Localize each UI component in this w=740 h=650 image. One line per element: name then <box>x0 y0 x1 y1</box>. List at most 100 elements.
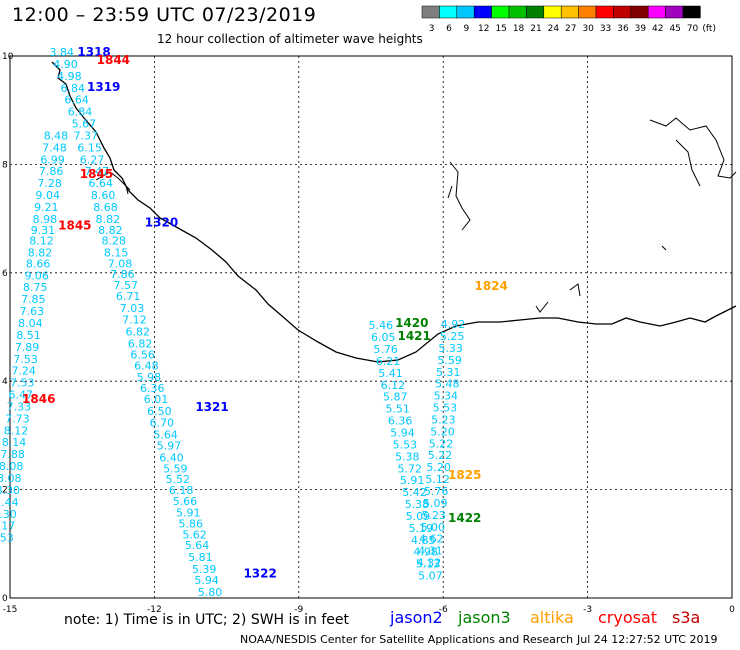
wave-height-value: 6.64 <box>88 177 113 190</box>
wave-height-value: 4.31 <box>418 545 443 558</box>
color-bin-label: 42 <box>652 24 663 34</box>
wave-height-value: 5.38 <box>405 498 430 511</box>
wave-height-value: 7.47 <box>85 165 110 178</box>
wave-height-value: 7.28 <box>37 177 62 190</box>
wave-height-value: 5.64 <box>185 539 210 552</box>
latitude-tick-label: 2 <box>2 486 8 496</box>
wave-height-value: 6.05 <box>371 331 396 344</box>
wave-height-value: 5.20 <box>430 425 455 438</box>
wave-height-value: 5.94 <box>390 426 415 439</box>
wave-height-value: 5.25 <box>440 330 465 343</box>
wave-height-value: 7.12 <box>122 314 147 327</box>
wave-height-value: 5.67 <box>72 118 97 131</box>
wave-height-value: 6.84 <box>68 106 93 119</box>
wave-height-value: 6.56 <box>130 348 155 361</box>
wave-height-value: 6.71 <box>116 290 141 303</box>
latitude-tick-label: 4 <box>2 377 8 387</box>
color-bin-label: 45 <box>669 24 680 34</box>
color-bin-swatch <box>682 5 701 19</box>
wave-height-value: 8.51 <box>16 329 40 342</box>
color-bin-label: 6 <box>446 24 452 34</box>
wave-height-value: 8.12 <box>4 424 29 437</box>
wave-height-value: 6.36 <box>388 415 413 428</box>
wave-height-value: 8.17 <box>0 520 15 533</box>
wave-height-value: 6.84 <box>61 82 86 95</box>
color-bin-swatch <box>491 5 510 19</box>
wave-height-value: 5.59 <box>163 462 188 475</box>
longitude-tick-label: -3 <box>583 605 592 615</box>
wave-height-value: 5.94 <box>194 574 219 587</box>
wave-height-value: 6.27 <box>80 153 105 166</box>
wave-height-value: 8.68 <box>93 201 118 214</box>
wave-height-value: 8.08 <box>0 460 23 473</box>
wave-height-value: 5.33 <box>438 342 463 355</box>
wave-height-value: 8.15 <box>104 247 129 260</box>
wave-height-value: 6.01 <box>144 393 169 406</box>
pass-time-label: 1320 <box>145 216 178 230</box>
wave-height-value: 9.21 <box>34 201 59 214</box>
wave-height-value: 7.53 <box>0 532 14 545</box>
wave-height-value: 7.85 <box>21 293 46 306</box>
pass-time-label: 1319 <box>87 80 120 94</box>
wave-height-value: 5.19 <box>409 522 434 535</box>
wave-height-value: 5.59 <box>437 354 462 367</box>
color-bin-label: 18 <box>513 24 525 34</box>
wave-height-value: 7.48 <box>42 141 66 154</box>
wave-height-value: 9.31 <box>31 224 56 237</box>
wave-height-value: 5.13 <box>416 558 441 571</box>
legend-cryosat: cryosat <box>598 608 658 627</box>
longitude-tick-label: 0 <box>729 605 735 615</box>
wave-height-value: 6.21 <box>376 355 401 368</box>
wave-height-value: 5.91 <box>400 474 425 487</box>
color-bin-label: 15 <box>495 24 506 34</box>
wave-height-value: 5.31 <box>436 366 461 379</box>
wave-height-value: 5.12 <box>425 473 450 486</box>
color-bin-label: 39 <box>635 24 647 34</box>
wave-height-value: 7.53 <box>10 377 35 390</box>
color-bin-swatch <box>421 5 440 19</box>
wave-height-value: 5.87 <box>383 391 408 404</box>
wave-height-value: 4.90 <box>53 58 78 71</box>
wave-height-value: 7.63 <box>20 305 45 318</box>
color-bin-label: 33 <box>600 24 611 34</box>
wave-height-value: 5.09 <box>423 497 448 510</box>
wave-height-value: 5.66 <box>173 495 198 508</box>
wave-height-value: 7.44 <box>0 496 19 509</box>
wave-height-value: 8.82 <box>96 213 121 226</box>
inland-river-detail <box>95 117 737 313</box>
wave-height-value: 6.40 <box>159 451 184 464</box>
wave-height-value: 6.99 <box>40 153 65 166</box>
pass-time-label: 1845 <box>80 167 113 181</box>
wave-height-value: 8.75 <box>23 281 48 294</box>
color-bin-swatch <box>630 5 649 19</box>
wave-height-value: 6.50 <box>147 405 172 418</box>
wave-height-value: 8.08 <box>0 472 22 485</box>
footer-timestamp: Jul 24 12:27:52 UTC 2019 <box>577 633 718 646</box>
wave-height-value: 7.24 <box>11 365 36 378</box>
wave-height-value: 5.38 <box>395 450 420 463</box>
color-bin-label: 12 <box>478 24 489 34</box>
color-bin-swatch <box>456 5 475 19</box>
wave-height-value: 9.04 <box>36 189 61 202</box>
wave-height-value: 7.37 <box>74 129 99 142</box>
wave-height-value: 8.30 <box>0 484 20 497</box>
latitude-tick-label: 10 <box>2 52 14 62</box>
color-bin-label: 9 <box>464 24 470 34</box>
longitude-tick-label: -15 <box>3 605 18 615</box>
color-bin-label: 3 <box>429 24 435 34</box>
wave-height-value: 9.06 <box>24 269 49 282</box>
color-bin-label: 30 <box>582 24 594 34</box>
wave-height-value: 5.42 <box>402 486 427 499</box>
wave-height-value: 7.57 <box>113 279 138 292</box>
wave-height-value: 6.47 <box>9 389 34 402</box>
color-bin-swatch <box>578 5 597 19</box>
pass-time-label: 1421 <box>397 329 430 343</box>
color-bin-swatch <box>665 5 684 19</box>
wave-height-value: 6.64 <box>64 94 89 107</box>
wave-height-value: 6.12 <box>381 379 406 392</box>
wave-height-value: 6.36 <box>140 382 165 395</box>
wave-height-value: 8.04 <box>18 317 43 330</box>
wave-height-value: 5.53 <box>393 438 418 451</box>
footer-credit: NOAA/NESDIS Center for Satellite Applica… <box>240 633 574 646</box>
longitude-tick-label: -9 <box>294 605 303 615</box>
